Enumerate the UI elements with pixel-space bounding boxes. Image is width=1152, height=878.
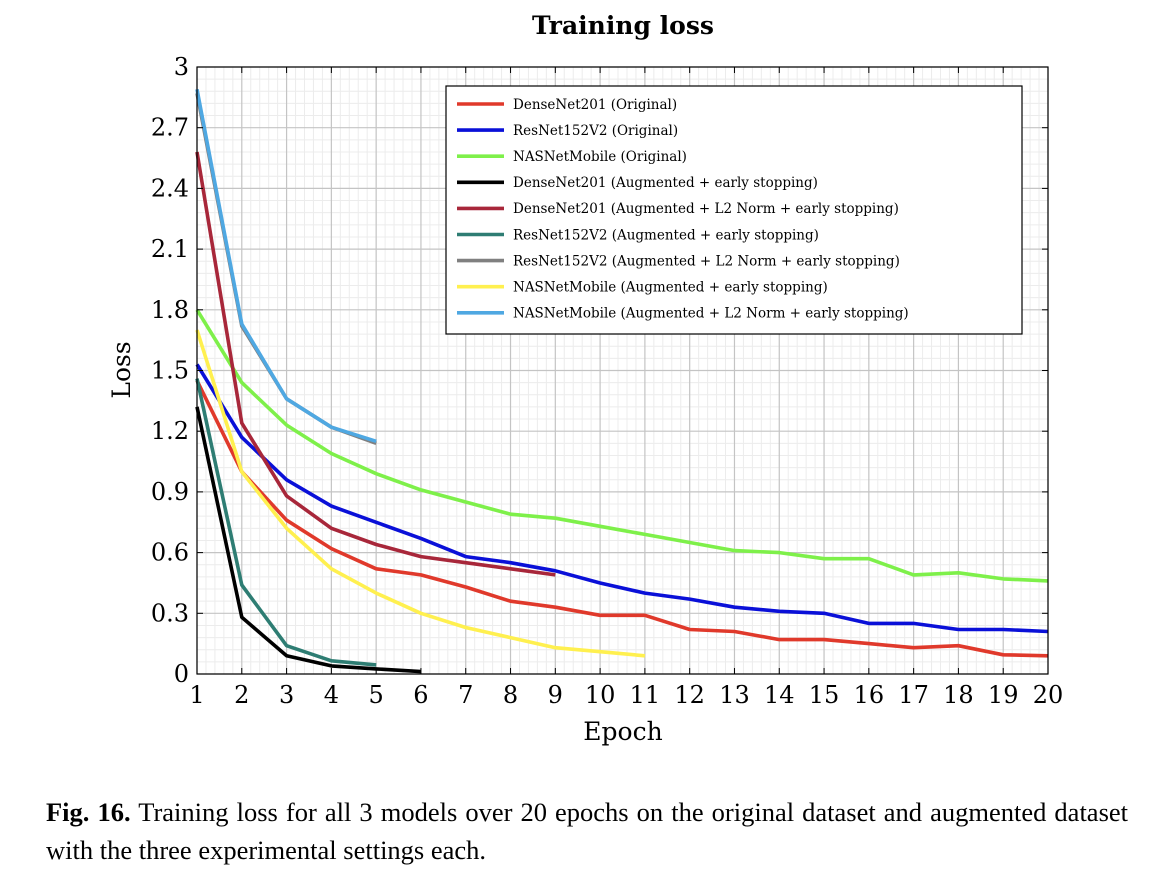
x-tick-label: 4 (324, 681, 339, 709)
y-tick-label: 0.6 (151, 539, 189, 567)
y-tick-label: 1.8 (151, 296, 189, 324)
x-tick-label: 16 (854, 681, 885, 709)
training-loss-chart: Training loss 1 2 3 4 5 6 7 8 9 10 11 12 13 14 15 16 17 1… (107, 11, 1063, 746)
series-line-5 (195, 151, 556, 577)
x-tick-label: 20 (1033, 681, 1064, 709)
y-tick-label: 2.7 (151, 114, 189, 142)
x-axis-label: Epoch (583, 717, 662, 746)
x-tick-label: 17 (898, 681, 929, 709)
legend-entry-4: DenseNet201 (Augmented + early stopping) (513, 175, 818, 191)
series-line-1 (195, 379, 1049, 658)
legend-entry-2: ResNet152V2 (Original) (513, 123, 678, 139)
legend-entry-7: ResNet152V2 (Augmented + L2 Norm + early… (513, 253, 900, 269)
x-tick-label: 3 (279, 681, 294, 709)
x-tick-label: 8 (503, 681, 518, 709)
x-tick-label: 7 (458, 681, 473, 709)
y-tick-label: 0.3 (151, 599, 189, 627)
y-tick-label: 1.2 (151, 417, 189, 445)
legend-entry-9: NASNetMobile (Augmented + L2 Norm + earl… (513, 306, 909, 322)
axis-ticks: 1 2 3 4 5 6 7 8 9 10 11 12 13 14 15 16 17 18 19 2000.30.60.… (151, 53, 1063, 709)
legend-entry-1: DenseNet201 (Original) (513, 97, 677, 113)
x-tick-label: 19 (988, 681, 1019, 709)
series-line-8 (195, 329, 646, 658)
x-tick-label: 1 (189, 681, 204, 709)
y-tick-label: 0.9 (151, 478, 189, 506)
figure-caption: Fig. 16. Training loss for all 3 models … (46, 793, 1128, 869)
x-tick-label: 12 (674, 681, 705, 709)
y-tick-label: 2.1 (151, 235, 189, 263)
legend-entry-5: DenseNet201 (Augmented + L2 Norm + early… (513, 201, 899, 217)
x-tick-label: 5 (369, 681, 384, 709)
y-tick-label: 2.4 (151, 174, 189, 202)
legend-entry-8: NASNetMobile (Augmented + early stopping… (513, 280, 828, 296)
y-axis-label: Loss (107, 341, 136, 398)
legend-box (445, 85, 1023, 335)
y-tick-label: 0 (174, 660, 189, 688)
series-lines (195, 88, 1049, 674)
y-tick-label: 1.5 (151, 357, 189, 385)
x-tick-label: 18 (943, 681, 974, 709)
legend-entry-6: ResNet152V2 (Augmented + early stopping) (513, 227, 819, 243)
x-tick-label: 10 (585, 681, 616, 709)
x-tick-label: 6 (413, 681, 428, 709)
x-tick-label: 15 (809, 681, 840, 709)
series-line-9 (195, 88, 377, 444)
legend: DenseNet201 (Original) ResNet152V2 (Origi… (445, 85, 1023, 335)
series-line-3 (195, 308, 1049, 583)
x-tick-label: 2 (234, 681, 249, 709)
caption-label: Fig. 16. (46, 797, 131, 827)
legend-entry-3: NASNetMobile (Original) (513, 149, 687, 165)
series-line-4 (195, 406, 422, 674)
caption-text: Training loss for all 3 models over 20 e… (46, 797, 1129, 865)
y-tick-label: 3 (174, 53, 189, 81)
series-line-2 (195, 363, 1049, 634)
chart-title: Training loss (532, 11, 714, 40)
x-tick-label: 9 (548, 681, 563, 709)
x-tick-label: 13 (719, 681, 750, 709)
x-tick-label: 14 (764, 681, 795, 709)
x-tick-label: 11 (630, 681, 661, 709)
series-line-6 (195, 378, 377, 667)
